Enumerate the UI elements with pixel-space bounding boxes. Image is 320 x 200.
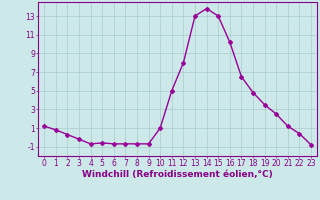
- X-axis label: Windchill (Refroidissement éolien,°C): Windchill (Refroidissement éolien,°C): [82, 170, 273, 179]
